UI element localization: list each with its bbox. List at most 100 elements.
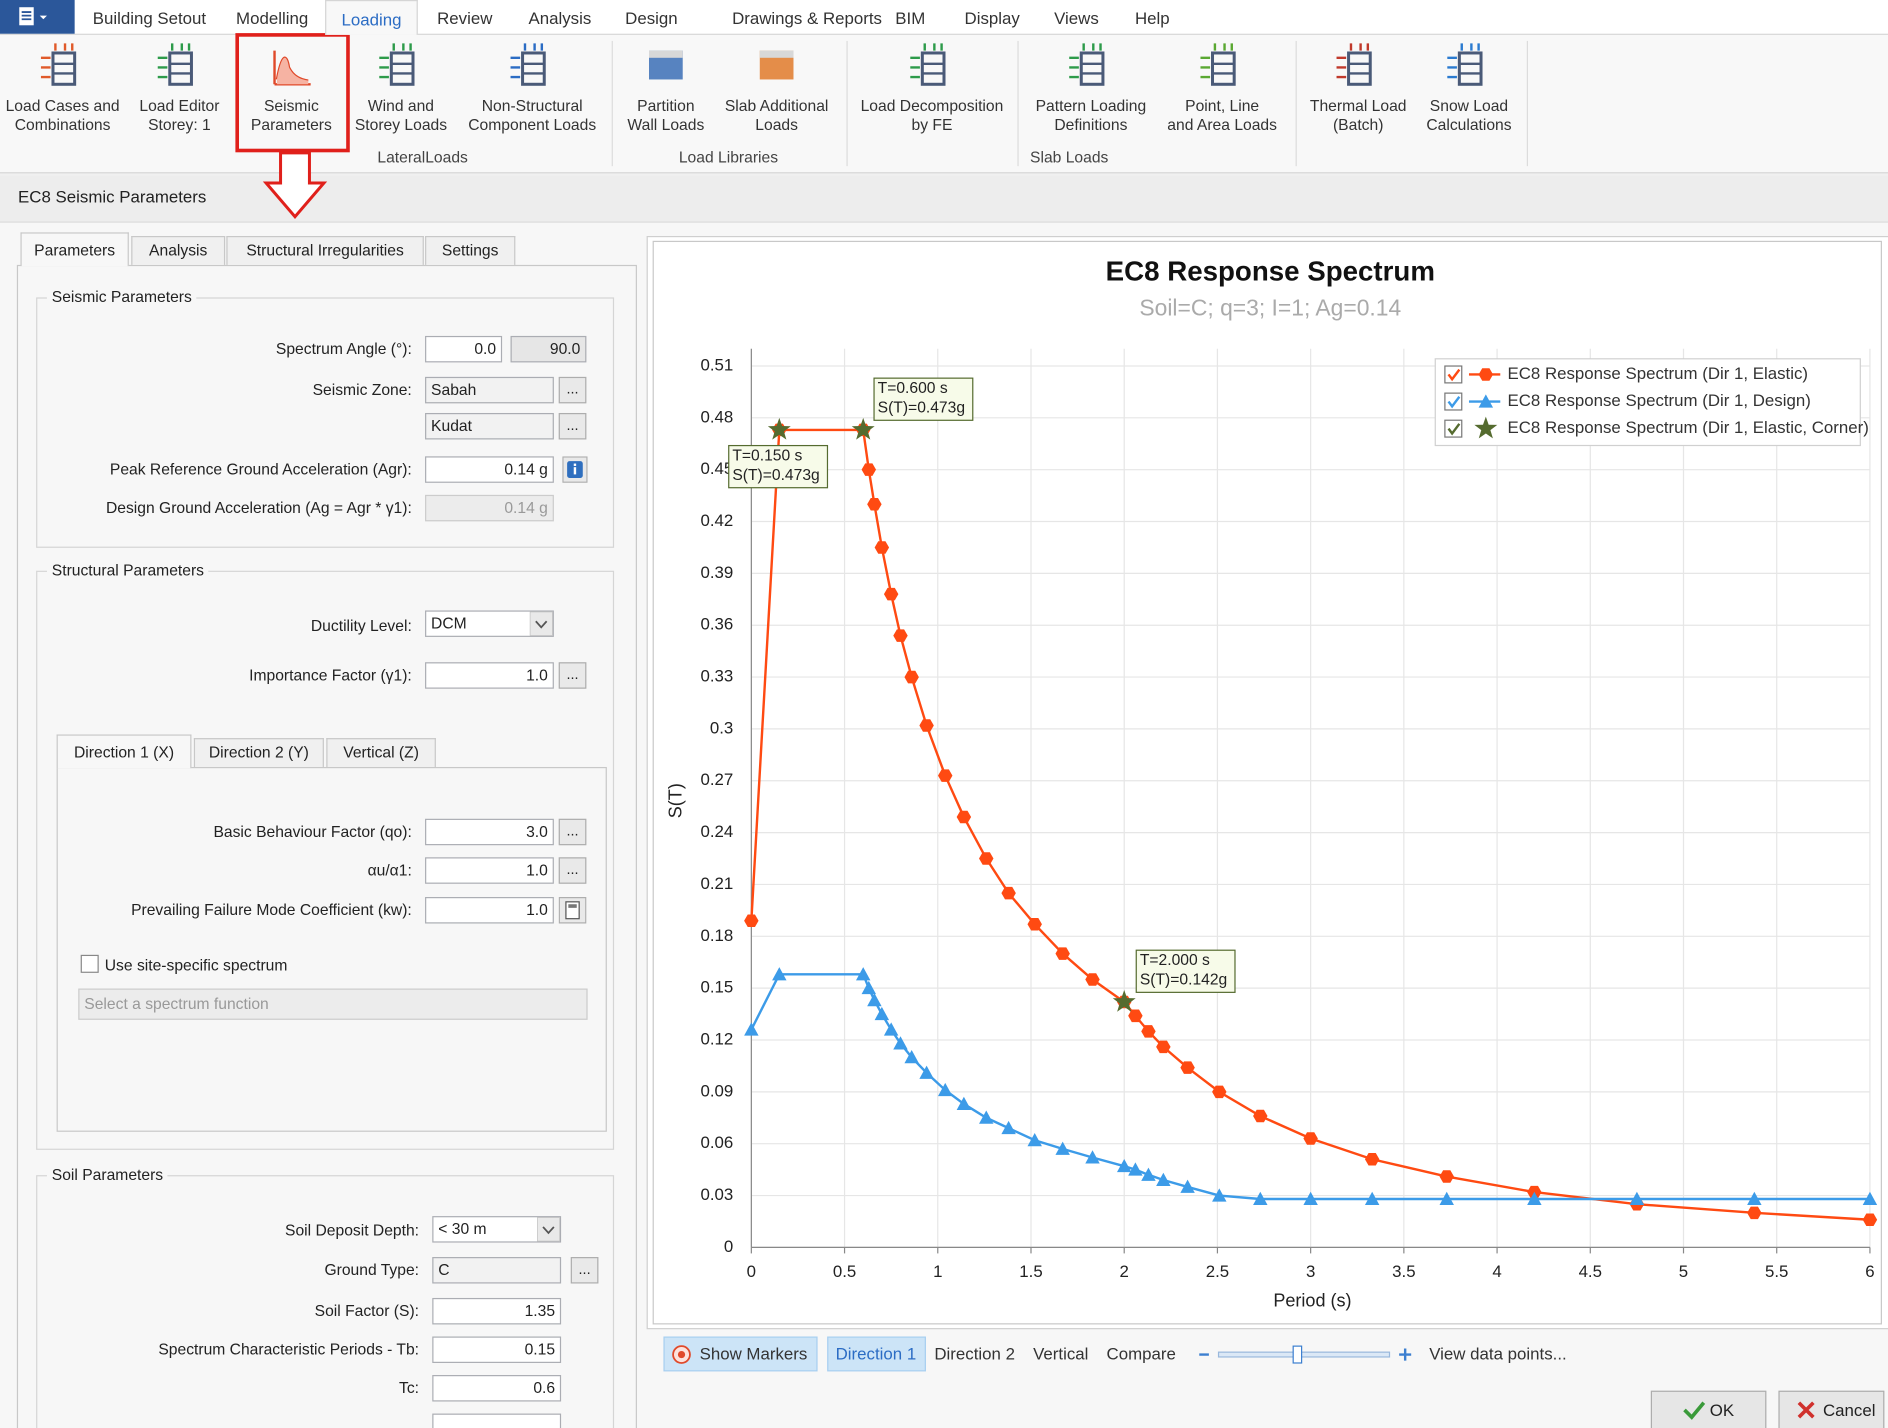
text-box[interactable]: 0.14 g [425, 456, 554, 483]
direction-tab[interactable]: Vertical (Z) [326, 738, 436, 767]
arrow-bg [537, 1217, 560, 1242]
icon-arrows [1200, 43, 1233, 79]
text-box[interactable]: Sabah [425, 376, 554, 404]
direction-tab[interactable]: Direction 2 (Y) [193, 738, 324, 767]
text-box[interactable]: Kudat [425, 412, 554, 440]
text-box[interactable]: 0.0 [425, 335, 503, 363]
app-menu-button[interactable] [0, 0, 75, 34]
ribbon-button[interactable]: Thermal Load (Batch) [1309, 96, 1407, 134]
ribbon-separator [1526, 40, 1528, 167]
ribbon-button[interactable]: Load Editor Storey: 1 [139, 96, 220, 134]
annotation-text: T=0.150 s [732, 448, 802, 465]
icon-fill [276, 57, 309, 85]
data-point [767, 417, 791, 440]
view-button[interactable]: Direction 1 [835, 1343, 917, 1363]
data-point [893, 1036, 908, 1050]
zoom-slider[interactable] [1197, 1344, 1414, 1366]
data-point [744, 1022, 759, 1036]
view-button[interactable]: Vertical [1033, 1343, 1089, 1363]
data-point [861, 980, 877, 995]
ribbon-tab[interactable]: Views [1054, 8, 1099, 28]
data-point [1141, 1025, 1156, 1038]
data-point [1180, 1179, 1195, 1193]
ribbon-tab[interactable]: BIM [895, 8, 926, 28]
ribbon-group-label: LateralLoads [377, 148, 468, 167]
text-box[interactable]: 0.6 [432, 1375, 562, 1402]
ribbon-button[interactable]: Load Decomposition by FE [860, 96, 1004, 134]
checkbox[interactable] [80, 954, 99, 973]
text-box[interactable]: 3.0 [425, 818, 554, 846]
ribbon-tab[interactable]: Display [964, 8, 1020, 28]
data-point [772, 967, 787, 981]
app-menu-icon [19, 7, 47, 26]
ribbon-button[interactable]: Snow Load Calculations [1426, 96, 1512, 134]
ribbon-button[interactable]: Wind and Storey Loads [354, 96, 448, 134]
x-tick-label: 4.5 [1579, 1262, 1602, 1281]
dialog-title: EC8 Seismic Parameters [18, 186, 207, 206]
ok-button[interactable] [1650, 1390, 1767, 1428]
browse-button[interactable]: ... [558, 376, 587, 404]
cross [1797, 1401, 1815, 1419]
ribbon-button[interactable]: Pattern Loading Definitions [1035, 96, 1147, 134]
browse-button[interactable]: ... [558, 662, 587, 689]
data-point [1027, 1133, 1042, 1147]
group-title: Seismic Parameters [46, 287, 197, 308]
tab-settings[interactable]: Settings [425, 235, 516, 265]
text-box[interactable]: 1.0 [425, 857, 554, 884]
y-tick-label: 0.36 [700, 615, 733, 634]
ribbon-tab[interactable]: Building Setout [92, 8, 207, 28]
data-point [1055, 947, 1070, 960]
icon-arrows [157, 43, 191, 79]
x-tick-label: 1 [933, 1262, 942, 1281]
y-tick-label: 0.48 [700, 407, 733, 426]
text-box[interactable]: 1.35 [432, 1297, 562, 1325]
info-button[interactable] [562, 456, 588, 483]
x-tick-label: 3 [1306, 1262, 1315, 1281]
browse-button[interactable]: ... [570, 1257, 599, 1284]
text-box[interactable]: C [432, 1257, 562, 1284]
view-button[interactable]: Compare [1106, 1343, 1176, 1363]
text-box[interactable]: 90.0 [510, 335, 587, 363]
calculator-button[interactable] [558, 897, 587, 924]
data-point [1862, 1213, 1878, 1226]
field-label: Peak Reference Ground Acceleration (Agr)… [109, 459, 412, 479]
seismic-group: Seismic Parameters [36, 287, 615, 548]
ribbon-button[interactable]: Seismic Parameters [250, 96, 332, 134]
view-button[interactable]: Direction 2 [934, 1343, 1015, 1363]
y-tick-label: 0.15 [700, 978, 733, 997]
legend-check [1447, 423, 1461, 436]
ribbon-button[interactable]: Point, Line and Area Loads [1167, 96, 1277, 134]
ribbon-button[interactable]: Partition Wall Loads [627, 96, 705, 134]
x-tick-label: 5.5 [1765, 1262, 1788, 1281]
ribbon-tab[interactable]: Modelling [236, 8, 309, 28]
ribbon-button[interactable]: Slab Additional Loads [724, 96, 829, 134]
tab-analysis[interactable]: Analysis [131, 235, 226, 265]
browse-button[interactable]: ... [558, 857, 587, 884]
text-box[interactable]: 1.0 [425, 662, 554, 689]
browse-button[interactable]: ... [558, 412, 587, 440]
ribbon-button[interactable]: Load Cases and Combinations [5, 96, 120, 134]
slider-track [1217, 1351, 1391, 1358]
tab-structural-irregularities[interactable]: Structural Irregularities [226, 235, 424, 265]
data-point [744, 914, 759, 928]
cancel-button[interactable] [1778, 1390, 1885, 1428]
ribbon-button[interactable]: Non-Structural Component Loads [468, 96, 597, 134]
ribbon-tab[interactable]: Review [437, 8, 493, 28]
ribbon-tab[interactable]: Loading [325, 0, 418, 35]
ribbon-tab[interactable]: Analysis [528, 8, 592, 28]
ribbon-tab[interactable]: Drawings & Reports [732, 8, 882, 28]
view-data-points-link[interactable]: View data points... [1429, 1343, 1567, 1363]
ribbon-tab[interactable]: Help [1134, 8, 1170, 28]
text-box[interactable]: 0.15 [432, 1336, 562, 1363]
y-tick-label: 0.33 [700, 667, 733, 686]
icon-floors [1348, 62, 1371, 75]
text-box[interactable]: 1.0 [425, 897, 554, 924]
ribbon-tab[interactable]: Design [625, 8, 678, 28]
tab-parameters[interactable]: Parameters [20, 232, 129, 267]
show-markers-icon [672, 1345, 691, 1364]
browse-button[interactable]: ... [558, 818, 587, 846]
dropdown-arrow [537, 1217, 560, 1242]
group-title: Structural Parameters [46, 561, 209, 581]
text-box[interactable] [432, 1413, 562, 1428]
direction-tab[interactable]: Direction 1 (X) [56, 734, 192, 769]
